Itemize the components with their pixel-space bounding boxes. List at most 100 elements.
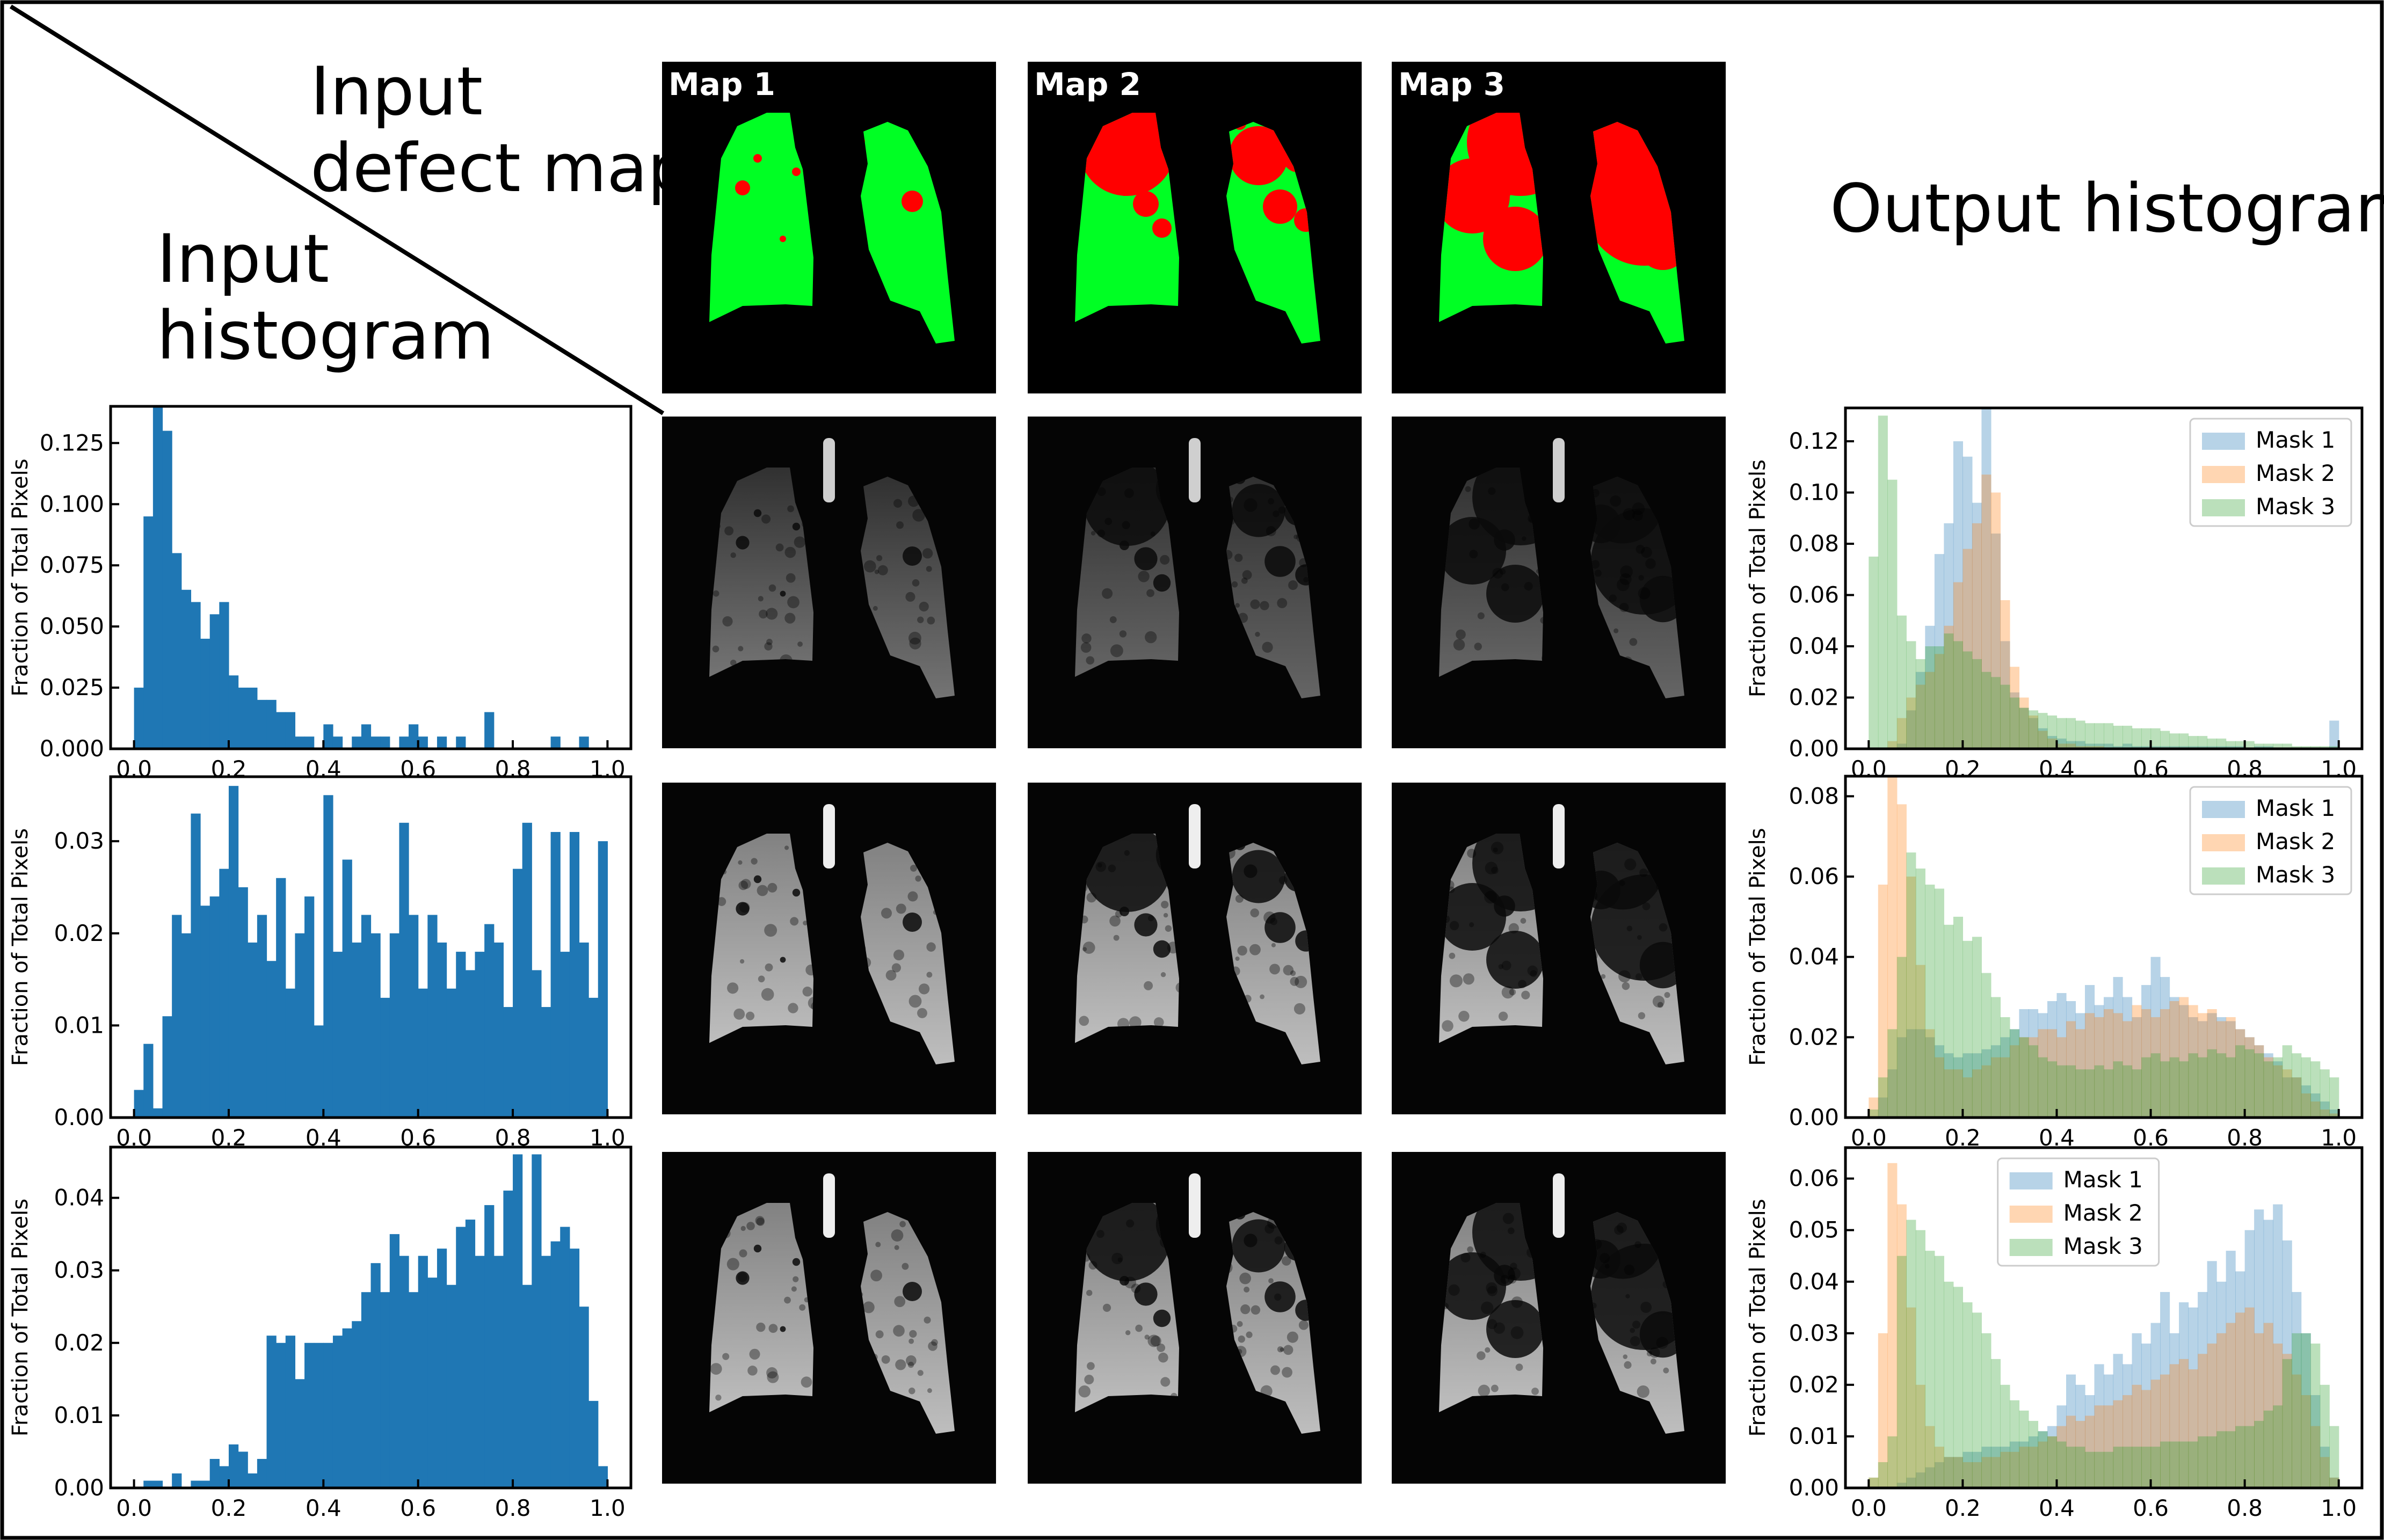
mri-texture	[1469, 518, 1480, 530]
histogram-bar	[2207, 1049, 2217, 1118]
legend-box	[1997, 1157, 2160, 1267]
histogram-bar	[2254, 1053, 2264, 1118]
histogram-bar	[172, 553, 182, 749]
mri-trachea	[1553, 438, 1565, 502]
histogram-bar	[2263, 1053, 2273, 1118]
mri-texture	[1231, 581, 1238, 588]
mri-texture	[710, 1363, 722, 1375]
histogram-bar	[2235, 1045, 2245, 1118]
histogram-bar	[1953, 441, 1963, 749]
mri-texture	[1109, 915, 1121, 927]
x-tick-label: 1.0	[2321, 1495, 2357, 1521]
histogram-bar	[332, 952, 343, 1118]
y-tick-label: 0.06	[1789, 863, 1839, 889]
histogram-bar	[1972, 523, 1982, 749]
histogram-bar	[1963, 651, 1973, 749]
mri-defect	[1264, 912, 1296, 943]
histogram-bar	[2104, 1374, 2114, 1488]
histogram-bar	[2169, 1001, 2179, 1118]
histogram-bar	[2179, 1359, 2189, 1488]
mri-defect	[1494, 1265, 1515, 1286]
mri-texture	[1104, 517, 1113, 526]
mri-texture	[1235, 603, 1240, 608]
mri-texture	[1283, 965, 1294, 976]
mri-texture	[767, 882, 777, 893]
histogram-bar	[2150, 1017, 2161, 1118]
mri-texture	[1448, 1284, 1460, 1296]
map-background	[662, 62, 996, 393]
histogram-bar	[1925, 1029, 1935, 1118]
histogram-bar	[304, 736, 315, 749]
y-tick-label: 0.08	[1789, 783, 1839, 809]
histogram-bar	[2094, 1405, 2104, 1488]
histogram-bar	[493, 1256, 504, 1488]
mri-texture	[1124, 488, 1134, 498]
mri-texture	[905, 592, 915, 602]
defect-spot	[1493, 173, 1516, 197]
histogram-bar	[2019, 1037, 2029, 1118]
histogram-bar	[228, 786, 239, 1118]
histogram-bar	[248, 942, 258, 1118]
histogram-bar	[342, 1328, 352, 1488]
histogram-bar	[1925, 646, 1935, 749]
histogram-bar	[2047, 1001, 2058, 1118]
histogram-bar	[2056, 1405, 2067, 1488]
histogram-bar	[2188, 1369, 2198, 1488]
histogram-bar	[1953, 1069, 1963, 1118]
histogram-bar	[2113, 1061, 2123, 1118]
mri-defect	[1134, 913, 1158, 937]
histogram-bar	[2244, 1307, 2255, 1488]
histogram-bar	[295, 933, 305, 1118]
mri-texture	[1146, 589, 1154, 597]
histogram-bar	[2310, 1426, 2321, 1488]
mri-texture	[1293, 1003, 1306, 1014]
legend-label: Mask 2	[2256, 460, 2335, 486]
mri-texture	[917, 616, 924, 623]
histogram-bar	[1887, 776, 1898, 1118]
histogram-bar	[2188, 1441, 2198, 1488]
legend-label: Mask 3	[2256, 493, 2335, 520]
histogram-bar	[2150, 1323, 2161, 1488]
histogram-bar	[257, 1458, 267, 1488]
histogram-bar	[2198, 1057, 2208, 1118]
mri-texture	[908, 631, 921, 645]
histogram-bar	[437, 1249, 447, 1488]
histogram-bar	[1915, 672, 1925, 749]
mri-texture	[1498, 1011, 1508, 1021]
mri-texture	[908, 1338, 914, 1344]
series-1	[1896, 1204, 2339, 1488]
histogram-bar	[323, 724, 333, 749]
histogram-bar	[2244, 741, 2255, 749]
histogram-bar	[2207, 738, 2217, 749]
histogram-bar	[1963, 1302, 1973, 1488]
y-tick-label: 0.125	[40, 429, 104, 456]
histogram-bar	[1953, 1457, 1963, 1488]
mri-defect	[1134, 547, 1158, 571]
mri-texture	[1150, 531, 1155, 537]
histogram-bar	[541, 1007, 551, 1118]
histogram-bar	[1896, 1256, 1907, 1488]
histogram-bar	[1906, 1307, 1916, 1488]
histogram-bar	[1944, 633, 1954, 749]
histogram-bar	[2141, 1390, 2152, 1488]
mri-texture	[1237, 945, 1247, 956]
histogram-bar	[2028, 718, 2039, 749]
histogram-bar	[2179, 997, 2189, 1118]
y-tick-label: 0.01	[1789, 1423, 1839, 1449]
mri-texture	[1250, 908, 1260, 917]
histogram-bar	[238, 688, 248, 749]
histogram-bar	[2329, 1110, 2339, 1118]
histogram-bar	[2047, 1029, 2058, 1118]
histogram-bar	[2198, 1013, 2208, 1118]
histogram-bar	[1981, 1065, 1991, 1118]
mri-texture	[1274, 1236, 1283, 1245]
mri-texture	[1502, 1213, 1514, 1224]
mri-texture	[1102, 588, 1113, 599]
histogram-bar	[209, 1458, 220, 1488]
x-tick-label: 0.2	[211, 1495, 247, 1521]
histogram-bar	[1896, 1204, 1907, 1488]
histogram-bar	[1906, 710, 1916, 749]
histogram-bar	[2273, 1405, 2283, 1488]
histogram-bar	[2047, 736, 2058, 749]
mri-texture	[1108, 864, 1116, 873]
